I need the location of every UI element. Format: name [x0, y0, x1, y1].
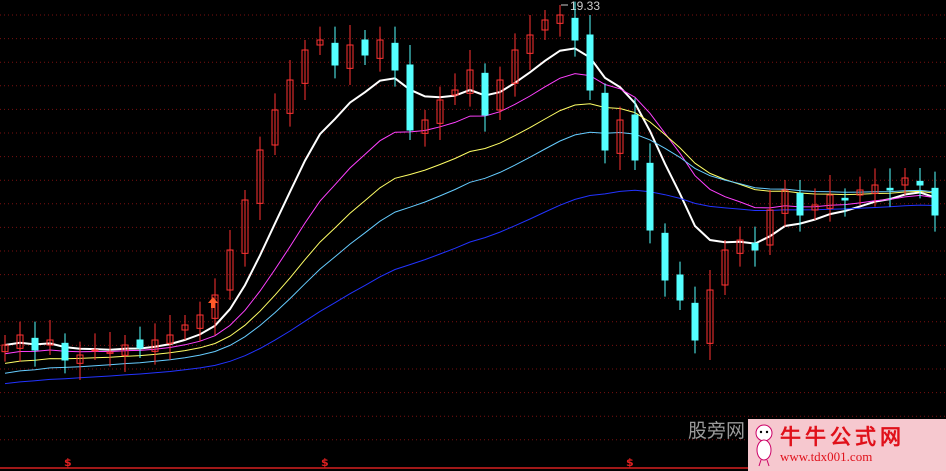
candle-down [841, 197, 849, 201]
candle-up [871, 184, 879, 194]
candle-up [106, 351, 114, 354]
candle-up [541, 19, 549, 31]
candle-up [181, 324, 189, 331]
candle-up [241, 199, 249, 254]
logo-title: 牛牛公式网 [780, 424, 905, 449]
candle-down [676, 274, 684, 301]
candle-down [331, 42, 339, 66]
candle-down [391, 42, 399, 71]
candle-up [451, 89, 459, 96]
candle-down [481, 72, 489, 116]
candle-up [46, 339, 54, 346]
candle-down [931, 187, 939, 216]
candle-down [751, 242, 759, 251]
candle-up [256, 149, 264, 204]
candle-up [196, 314, 204, 329]
candle-up [556, 14, 564, 24]
candle-up [511, 49, 519, 84]
candle-down [661, 232, 669, 281]
candle-down [586, 34, 594, 91]
logo-url: www.tdx001.com [780, 449, 873, 464]
signal-marker: $ [321, 456, 329, 469]
candle-up [526, 34, 534, 54]
moving-average-line-2 [4, 73, 936, 355]
signal-marker: $ [626, 456, 634, 469]
candle-up [901, 177, 909, 186]
candle-up [91, 349, 99, 352]
candle-down [571, 17, 579, 41]
candle-down [631, 114, 639, 161]
candle-up [436, 99, 444, 124]
candle-up [466, 69, 474, 94]
candle-up [496, 79, 504, 111]
candle-up [151, 339, 159, 352]
high-price-label: 19.33 [570, 0, 600, 13]
candle-up [316, 39, 324, 46]
candle-up [1, 344, 9, 353]
moving-average-line-5 [4, 189, 936, 385]
candle-up [736, 239, 744, 254]
candle-up [766, 209, 774, 246]
moving-average-line-3 [4, 103, 936, 364]
candle-up [721, 249, 729, 286]
watermark-logo: 牛牛公式网 www.tdx001.com [748, 419, 946, 471]
candle-up [706, 289, 714, 344]
candle-down [361, 39, 369, 56]
candle-up [826, 194, 834, 209]
candle-up [226, 249, 234, 291]
buy-arrow-icon [208, 297, 218, 308]
candle-down [916, 180, 924, 186]
candle-up [346, 44, 354, 69]
cow-mascot-icon [755, 424, 773, 467]
watermark-site-text: 股旁网 [688, 420, 746, 442]
candle-up [811, 204, 819, 211]
signal-marker: $ [64, 456, 72, 469]
candle-up [781, 189, 789, 214]
candle-up [856, 189, 864, 196]
candle-up [301, 49, 309, 84]
candle-up [121, 344, 129, 356]
candle-down [601, 92, 609, 151]
candle-up [271, 109, 279, 146]
candle-up [286, 79, 294, 114]
moving-average-line-4 [4, 131, 936, 374]
candle-up [376, 39, 384, 59]
candle-down [646, 162, 654, 231]
candle-down [31, 337, 39, 351]
candle-up [76, 354, 84, 364]
candle-down [691, 302, 699, 341]
candle-up [421, 119, 429, 134]
candle-down [136, 339, 144, 349]
candle-down [61, 342, 69, 361]
candle-down [886, 187, 894, 191]
candle-down [796, 192, 804, 216]
candle-up [166, 334, 174, 344]
candle-down [406, 64, 414, 131]
candle-up [616, 119, 624, 154]
candle-up [16, 334, 24, 349]
